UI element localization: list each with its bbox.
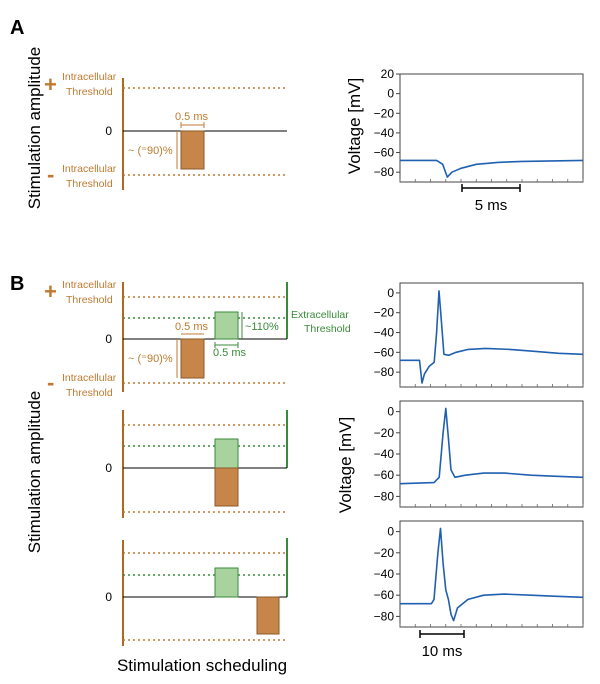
y-tick-label: −40: [374, 326, 395, 340]
voltage-trace: [399, 407, 584, 485]
amplitude-label: ~ (⁼90)%: [128, 353, 173, 365]
stim-schematic-b2: 0: [105, 410, 288, 518]
positive-pulse: [214, 438, 239, 469]
negative-pulse: [180, 338, 205, 379]
y-tick-label: 0: [387, 87, 394, 101]
voltage-trace: [400, 527, 584, 622]
y-tick-label: −60: [374, 468, 395, 482]
y-tick-label: −20: [374, 546, 395, 560]
plot-frame: [399, 282, 584, 388]
x-axis-label-b: Stimulation scheduling: [117, 656, 287, 675]
voltage-trace: [400, 290, 584, 384]
y-tick-label: −40: [374, 447, 395, 461]
threshold-label: Threshold: [66, 86, 113, 98]
voltage-plot-b1: 0 −20 −40 −60 −80: [374, 282, 584, 388]
intracellular-label: Intracellular: [62, 163, 117, 175]
plus-sign: +: [44, 72, 57, 97]
stim-schematic-a: + Intracellular Threshold - Intracellula…: [44, 71, 287, 190]
y-tick-label: 0: [387, 405, 394, 419]
voltage-axis-label-b: Voltage [mV]: [336, 417, 355, 513]
y-tick-label: −60: [374, 146, 395, 160]
stim-schematic-b3: 0: [105, 538, 288, 646]
pulse-width-label: 0.5 ms: [175, 321, 209, 333]
y-tick-label: −80: [374, 609, 395, 623]
negative-pulse: [256, 596, 280, 635]
minus-sign: -: [47, 370, 54, 395]
negative-pulse: [180, 130, 205, 170]
plot-frame: [399, 520, 584, 628]
plot-frame: [399, 400, 584, 508]
y-tick-label: −60: [374, 588, 395, 602]
stim-schematic-b1: + Intracellular Threshold - Intracellula…: [44, 279, 351, 399]
plot-frame: [399, 73, 584, 183]
voltage-plot-b3: 0 −20 −40 −60 −80 10 ms: [374, 520, 584, 660]
y-tick-label: −60: [374, 345, 395, 359]
y-tick-label: −20: [374, 306, 395, 320]
positive-pulse: [214, 567, 239, 598]
intracellular-label: Intracellular: [62, 71, 117, 83]
zero-label: 0: [105, 332, 112, 346]
threshold-label: Threshold: [66, 294, 113, 306]
voltage-axis-label-a: Voltage [mV]: [345, 78, 364, 174]
y-tick-label: −80: [374, 489, 395, 503]
y-tick-label: −40: [374, 126, 395, 140]
zero-label: 0: [105, 590, 112, 604]
y-tick-label: 20: [381, 67, 395, 81]
y-tick-label: 0: [387, 286, 394, 300]
negative-pulse: [214, 467, 239, 507]
panel-label-b: B: [10, 273, 24, 295]
zero-label: 0: [105, 461, 112, 475]
intracellular-label: Intracellular: [62, 279, 117, 291]
y-tick-label: −20: [374, 106, 395, 120]
scale-bar-label: 10 ms: [422, 643, 463, 660]
positive-pulse: [214, 311, 239, 340]
extracellular-threshold-label: Threshold: [304, 323, 351, 335]
extracellular-label: Extracellular: [291, 309, 349, 321]
pos-pulse-width-label: 0.5 ms: [213, 347, 247, 359]
y-tick-label: −20: [374, 426, 395, 440]
y-tick-label: −80: [374, 365, 395, 379]
threshold-label: Threshold: [66, 387, 113, 399]
minus-sign: -: [47, 162, 54, 187]
amplitude-label: ~ (⁼90)%: [128, 145, 173, 157]
voltage-plot-a: 20 0 −20 −40 −60 −80 5 ms: [374, 67, 584, 214]
y-tick-label: −40: [374, 567, 395, 581]
threshold-label: Threshold: [66, 178, 113, 190]
panel-label-a: A: [10, 17, 24, 39]
voltage-plot-b2: 0 −20 −40 −60 −80: [374, 400, 584, 508]
pulse-width-label: 0.5 ms: [175, 111, 209, 123]
scale-bar-label: 5 ms: [475, 197, 508, 214]
y-axis-label-a: Stimulation amplitude: [25, 47, 44, 210]
intracellular-label: Intracellular: [62, 372, 117, 384]
y-tick-label: −80: [374, 165, 395, 179]
voltage-trace: [400, 159, 584, 178]
plus-sign: +: [44, 279, 57, 304]
zero-label: 0: [105, 124, 112, 138]
y-tick-label: 0: [387, 525, 394, 539]
y-axis-label-b: Stimulation amplitude: [25, 391, 44, 554]
pos-amplitude-label: ~110%: [245, 321, 279, 333]
